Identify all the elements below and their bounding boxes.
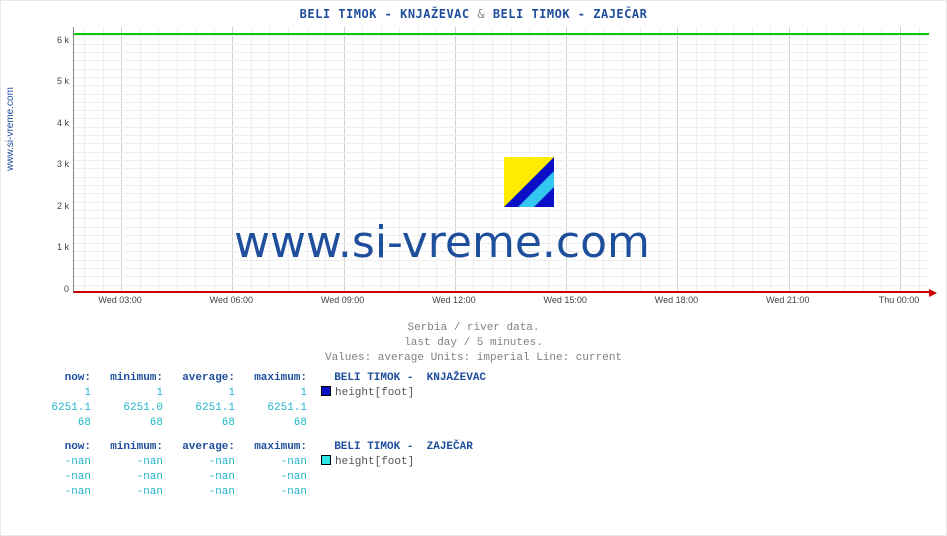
stats-value: -nan [19, 470, 91, 485]
y-tick-label: 5 k [47, 76, 69, 86]
stats-legend-title: BELI TIMOK - ZAJEČAR [307, 440, 473, 455]
stats-value: 68 [91, 416, 163, 431]
stats-column-header: average: [163, 371, 235, 386]
y-tick-label: 6 k [47, 35, 69, 45]
stats-value: -nan [163, 455, 235, 470]
plot-area: www.si-vreme.com [73, 27, 929, 293]
x-tick-label: Wed 12:00 [432, 295, 475, 305]
stats-value: 1 [91, 386, 163, 401]
x-tick-label: Wed 21:00 [766, 295, 809, 305]
stats-value: -nan [91, 485, 163, 500]
stats-block: now:minimum:average:maximum: BELI TIMOK … [19, 371, 486, 500]
stats-value: 68 [235, 416, 307, 431]
y-tick-label: 2 k [47, 201, 69, 211]
stats-value: 6251.1 [19, 401, 91, 416]
legend-swatch-icon [321, 386, 331, 396]
stats-value: -nan [19, 455, 91, 470]
legend-label-text: height[foot] [335, 387, 414, 399]
stats-value: -nan [163, 485, 235, 500]
y-tick-label: 0 [47, 284, 69, 294]
stats-value: -nan [235, 470, 307, 485]
stats-column-header: average: [163, 440, 235, 455]
stats-value: 1 [235, 386, 307, 401]
x-tick-label: Wed 09:00 [321, 295, 364, 305]
stats-value: 68 [19, 416, 91, 431]
stats-legend-label: height[foot] [307, 455, 414, 470]
title-series-b: BELI TIMOK - ZAJEČAR [493, 7, 648, 21]
stats-value: -nan [91, 470, 163, 485]
stats-value: -nan [163, 470, 235, 485]
y-tick-label: 1 k [47, 242, 69, 252]
watermark-logo-icon [504, 157, 554, 207]
stats-value: -nan [91, 455, 163, 470]
subtitle-line-3: Values: average Units: imperial Line: cu… [1, 351, 946, 366]
y-tick-label: 3 k [47, 159, 69, 169]
subtitle-line-1: Serbia / river data. [1, 321, 946, 336]
stats-value: 1 [19, 386, 91, 401]
watermark-text: www.si-vreme.com [234, 217, 650, 268]
stats-value: -nan [235, 455, 307, 470]
plot-container: www.si-vreme.com 0 1 k 2 k 3 k 4 k 5 k 6 k Wed … [49, 23, 933, 315]
subtitle-line-2: last day / 5 minutes. [1, 336, 946, 351]
x-tick-label: Wed 18:00 [655, 295, 698, 305]
stats-value: 6251.1 [235, 401, 307, 416]
stats-column-header: now: [19, 371, 91, 386]
title-ampersand: & [477, 7, 485, 21]
stats-column-header: now: [19, 440, 91, 455]
x-axis-arrow-icon [929, 289, 937, 297]
stats-legend-title: BELI TIMOK - KNJAŽEVAC [307, 371, 486, 386]
legend-label-text: height[foot] [335, 456, 414, 468]
stats-value: 6251.1 [163, 401, 235, 416]
chart-title: BELI TIMOK - KNJAŽEVAC & BELI TIMOK - ZA… [1, 1, 946, 21]
stats-value: -nan [19, 485, 91, 500]
stats-value: 68 [163, 416, 235, 431]
stats-column-header: maximum: [235, 371, 307, 386]
x-tick-label: Thu 00:00 [879, 295, 920, 305]
x-tick-label: Wed 03:00 [98, 295, 141, 305]
stats-value: -nan [235, 485, 307, 500]
y-tick-label: 4 k [47, 118, 69, 128]
stats-column-header: minimum: [91, 440, 163, 455]
legend-swatch-icon [321, 455, 331, 465]
y-axis-label: www.si-vreme.com [5, 87, 16, 171]
stats-value: 6251.0 [91, 401, 163, 416]
y-axis-label-text: www.si-vreme.com [5, 87, 16, 171]
x-tick-label: Wed 06:00 [210, 295, 253, 305]
stats-value: 1 [163, 386, 235, 401]
stats-column-header: maximum: [235, 440, 307, 455]
x-tick-label: Wed 15:00 [544, 295, 587, 305]
stats-column-header: minimum: [91, 371, 163, 386]
series-line-green [74, 33, 929, 35]
series-line-red [74, 291, 929, 292]
chart-subtitle: Serbia / river data. last day / 5 minute… [1, 321, 946, 366]
stats-legend-label: height[foot] [307, 386, 414, 401]
title-series-a: BELI TIMOK - KNJAŽEVAC [300, 7, 470, 21]
